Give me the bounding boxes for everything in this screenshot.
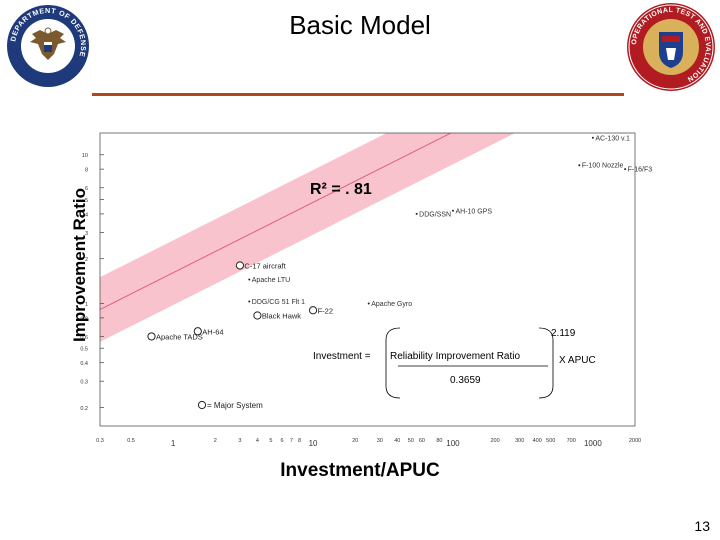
major-system-point	[147, 332, 156, 341]
x-tick-label: 0.3	[96, 438, 104, 444]
x-tick-label: 80	[436, 438, 442, 444]
formula-numerator: Reliability Improvement Ratio	[390, 351, 520, 362]
slide-title: Basic Model	[289, 10, 431, 40]
eagle-icon	[30, 27, 66, 60]
confidence-band	[100, 133, 516, 342]
data-point	[248, 278, 251, 281]
x-tick-label: 20	[352, 438, 358, 444]
data-point	[578, 164, 581, 167]
r-squared-label: R² = . 81	[310, 181, 372, 198]
point-label: Black Hawk	[262, 311, 301, 320]
major-system-point	[308, 306, 318, 315]
data-point	[451, 209, 454, 212]
x-tick-label: 1000	[584, 439, 602, 448]
title-divider	[92, 93, 624, 96]
y-tick-label: 5	[85, 198, 88, 204]
major-system-point	[193, 327, 202, 336]
point-label: Apache TADS	[156, 332, 203, 341]
point-label: DDG/CG 51 Flt 1	[252, 299, 305, 306]
point-label: F-22	[318, 306, 333, 315]
y-tick-label: 8	[85, 168, 88, 174]
y-tick-label: 0.6	[80, 335, 88, 341]
y-tick-label: 0.5	[80, 347, 88, 353]
point-label: Apache Gyro	[371, 301, 412, 308]
data-point	[367, 302, 370, 305]
y-tick-label: 0.2	[80, 406, 88, 412]
x-tick-label: 1	[171, 439, 176, 448]
formula-suffix: X APUC	[559, 355, 596, 366]
y-tick-label: 0.8	[80, 316, 88, 322]
point-label: AC-130 v.1	[595, 135, 630, 142]
x-tick-label: 2	[214, 438, 217, 444]
y-tick-label: 3	[85, 231, 88, 237]
y-tick-label: 1	[85, 302, 88, 308]
x-tick-label: 700	[567, 438, 576, 444]
x-tick-label: 8	[298, 438, 301, 444]
y-tick-label: 6	[85, 186, 88, 192]
regression-line	[100, 133, 453, 310]
x-tick-label: 500	[546, 438, 555, 444]
x-tick-label: 0.5	[127, 438, 135, 444]
left-bracket	[385, 327, 401, 399]
x-tick-label: 7	[290, 438, 293, 444]
x-tick-label: 2000	[629, 438, 641, 444]
point-label: DDG/SSN	[419, 211, 451, 218]
x-tick-label: 200	[490, 438, 499, 444]
point-label: AH-10 GPS	[455, 208, 492, 215]
data-point	[591, 136, 594, 139]
point-label: Apache LTU	[252, 277, 290, 284]
x-tick-label: 60	[419, 438, 425, 444]
x-axis-label: Investment/APUC	[280, 460, 440, 481]
major-system-point	[235, 261, 245, 270]
point-label: F-16/F3	[628, 167, 653, 174]
y-tick-label: 10	[82, 153, 88, 159]
x-tick-label: 50	[408, 438, 414, 444]
legend-label: = Major System	[207, 401, 263, 410]
x-tick-label: 6	[280, 438, 283, 444]
page-number: 13	[694, 518, 710, 534]
department-of-defense-seal-icon: DEPARTMENT OF DEFENSE	[7, 5, 89, 87]
plot-area-frame	[99, 132, 636, 427]
formula-denominator: 0.3659	[450, 375, 481, 386]
x-tick-label: 400	[533, 438, 542, 444]
y-tick-label: 0.4	[80, 361, 88, 367]
point-label: C-17 aircraft	[244, 261, 286, 270]
point-label: F-100 Nozzle	[582, 163, 624, 170]
x-tick-label: 100	[446, 439, 460, 448]
x-tick-label: 30	[377, 438, 383, 444]
x-tick-label: 3	[238, 438, 241, 444]
y-axis-label: Improvement Ratio	[70, 188, 89, 342]
formula-annotation: Investment = Reliability Improvement Rati…	[313, 327, 596, 399]
shield-icon	[659, 32, 683, 68]
x-tick-label: 40	[394, 438, 400, 444]
x-tick-label: 300	[515, 438, 524, 444]
point-label: AH-64	[202, 327, 223, 336]
x-tick-label: 10	[309, 439, 318, 448]
data-point	[415, 212, 418, 215]
formula-exponent: 2.119	[551, 328, 576, 339]
formula-prefix: Investment =	[313, 351, 371, 362]
y-tick-label: 2	[85, 257, 88, 263]
legend-marker	[197, 400, 207, 410]
data-point	[248, 300, 251, 303]
y-tick-label: 0.3	[80, 380, 88, 386]
x-tick-label: 4	[256, 438, 259, 444]
y-tick-label: 4	[85, 212, 88, 218]
right-bracket	[538, 327, 554, 399]
major-system-point	[253, 311, 262, 320]
x-tick-label: 5	[269, 438, 272, 444]
data-point	[624, 168, 627, 171]
operational-test-and-evaluation-seal-icon: OPERATIONAL TEST AND EVALUATION	[627, 3, 715, 91]
